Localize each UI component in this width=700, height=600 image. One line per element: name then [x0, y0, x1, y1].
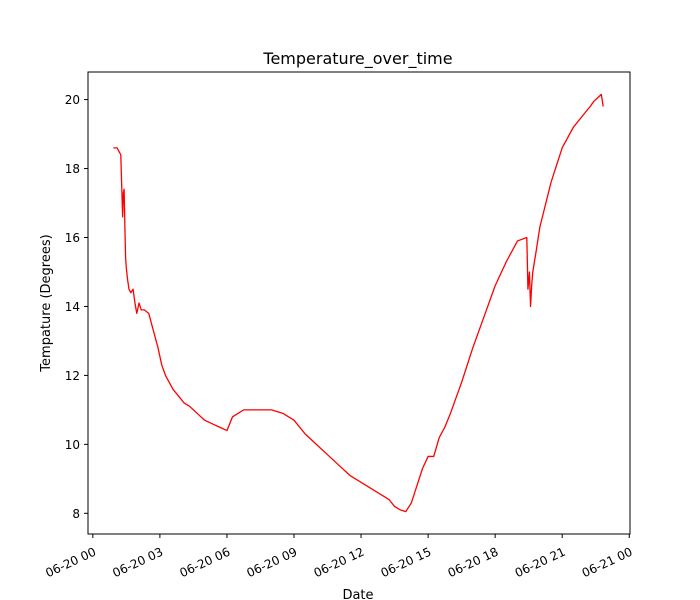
- y-tick-label: 12: [65, 369, 80, 383]
- chart-title: Temperature_over_time: [262, 49, 452, 69]
- y-tick-label: 18: [65, 162, 80, 176]
- y-axis: 8 10 12 14 16 18 20: [65, 93, 88, 521]
- y-tick-label: 14: [65, 300, 80, 314]
- temperature-series-line: [113, 93, 604, 513]
- plot-area: [87, 71, 631, 535]
- plot-frame: [87, 71, 631, 535]
- y-tick-label: 20: [65, 93, 80, 107]
- y-tick-label: 10: [65, 438, 80, 452]
- y-axis-label: Tempature (Degrees): [39, 234, 54, 372]
- y-tick-label: 16: [65, 231, 80, 245]
- y-tick-label: 8: [72, 507, 80, 521]
- x-axis-label: Date: [342, 588, 373, 600]
